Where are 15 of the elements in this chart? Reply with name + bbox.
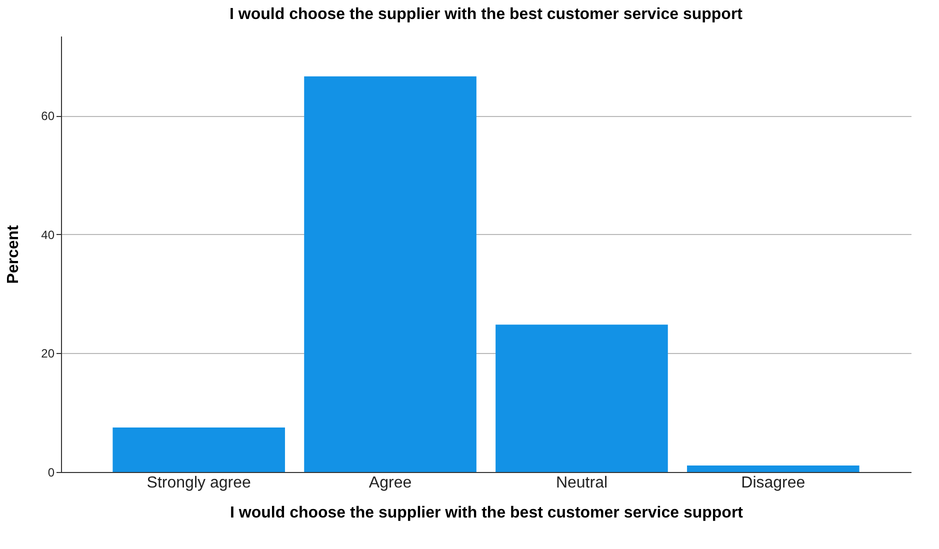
x-axis-title: I would choose the supplier with the best customer service support — [230, 504, 744, 522]
x-tick-label: Neutral — [556, 474, 608, 492]
chart-title: I would choose the supplier with the best customer service support — [230, 6, 744, 23]
x-tick-label: Agree — [368, 474, 412, 492]
y-tick-label: 0 — [48, 466, 55, 480]
y-tick-label: 40 — [41, 228, 55, 242]
bar — [304, 76, 476, 472]
x-tick-label: Disagree — [741, 474, 806, 492]
x-tick-label: Strongly agree — [146, 474, 251, 492]
bar — [112, 427, 285, 472]
y-axis-title: Percent — [5, 224, 22, 284]
bar — [496, 324, 668, 472]
bar — [687, 465, 860, 472]
y-tick-label: 20 — [41, 346, 55, 361]
y-tick-label: 60 — [41, 109, 55, 124]
